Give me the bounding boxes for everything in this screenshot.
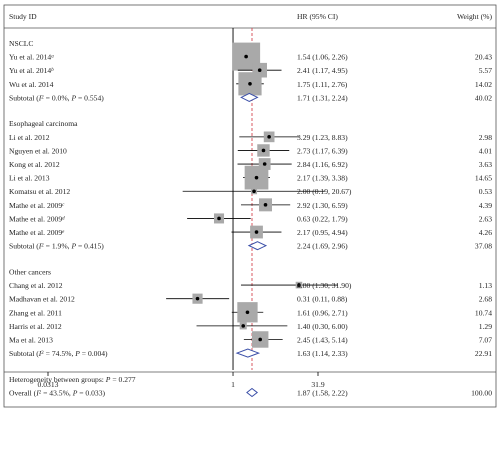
weight-value: 1.29 — [479, 322, 492, 331]
point-estimate — [258, 337, 262, 342]
weight-value: 2.63 — [479, 214, 492, 223]
point-estimate — [241, 324, 246, 328]
point-estimate — [263, 203, 268, 207]
axis-tick-label: 1 — [231, 380, 235, 389]
weight-value: 5.57 — [479, 66, 492, 75]
study-label: Mathe et al. 2009d — [9, 214, 65, 223]
column-header-study: Study ID — [9, 12, 37, 21]
hr-value: 1.61 (0.96, 2.71) — [297, 308, 348, 317]
weight-value: 14.65 — [475, 174, 492, 183]
study-label: Harris et al. 2012 — [9, 322, 62, 331]
hr-value: 2.84 (1.16, 6.92) — [297, 160, 348, 169]
hr-value: 8.80 (1.30, 31.90) — [297, 281, 352, 290]
study-label: Madhavan et al. 2012 — [9, 295, 75, 304]
study-label: Zhang et al. 2011 — [9, 308, 62, 317]
study-label: Yu et al. 2014a — [9, 53, 54, 62]
overall-label: Overall (I2 = 43.5%, P = 0.033) — [9, 389, 106, 398]
point-estimate — [267, 135, 271, 139]
hr-value: 2.45 (1.43, 5.14) — [297, 335, 348, 344]
study-label: Mathe et al. 2009c — [9, 201, 65, 210]
group-title: NSCLC — [9, 39, 33, 48]
weight-value: 4.26 — [479, 228, 492, 237]
group-title: Esophageal carcinoma — [9, 119, 78, 128]
subtotal-label: Subtotal (I2 = 74.5%, P = 0.004) — [9, 349, 108, 358]
overall-weight-value: 100.00 — [471, 389, 492, 398]
subtotal-diamond — [240, 92, 259, 102]
study-label: Yu et al. 2014b — [9, 66, 54, 75]
hr-value: 1.75 (1.11, 2.76) — [297, 80, 348, 89]
heterogeneity-text: Heterogeneity between groups: P = 0.277 — [9, 375, 136, 384]
hr-value: 2.41 (1.17, 4.95) — [297, 66, 348, 75]
hr-value: 0.31 (0.11, 0.88) — [297, 295, 348, 304]
weight-value: 3.63 — [479, 160, 492, 169]
hr-value: 1.54 (1.06, 2.26) — [297, 53, 348, 62]
axis-tick-label: 0.0313 — [38, 380, 59, 389]
point-estimate — [257, 68, 262, 72]
subtotal-weight-value: 40.02 — [475, 93, 492, 102]
point-estimate — [252, 189, 256, 194]
subtotal-diamond — [247, 241, 268, 251]
column-header-hr: HR (95% CI) — [297, 12, 338, 21]
point-estimate — [254, 230, 259, 234]
subtotal-hr-value: 1.71 (1.31, 2.24) — [297, 93, 348, 102]
axis-tick-label: 31.9 — [311, 380, 324, 389]
hr-value: 2.17 (0.95, 4.94) — [297, 228, 348, 237]
point-estimate — [244, 54, 248, 59]
column-header-weight: Weight (%) — [457, 12, 492, 21]
subtotal-label: Subtotal (I2 = 0.0%, P = 0.554) — [9, 93, 104, 102]
hr-value: 2.92 (1.30, 6.59) — [297, 201, 348, 210]
hr-value: 2.73 (1.17, 6.39) — [297, 146, 348, 155]
weight-value: 2.98 — [479, 133, 492, 142]
point-estimate — [297, 283, 301, 287]
study-label: Kong et al. 2012 — [9, 160, 60, 169]
group-title: Other cancers — [9, 267, 51, 276]
weight-value: 10.74 — [475, 308, 492, 317]
weight-value: 4.01 — [479, 146, 492, 155]
study-label: Mathe et al. 2009e — [9, 228, 65, 237]
weight-value: 7.07 — [479, 335, 492, 344]
subtotal-label: Subtotal (I2 = 1.9%, P = 0.415) — [9, 242, 104, 251]
point-estimate — [245, 310, 250, 315]
subtotal-hr-value: 2.24 (1.69, 2.96) — [297, 242, 348, 251]
hr-value: 0.63 (0.22, 1.79) — [297, 214, 348, 223]
point-estimate — [195, 296, 200, 301]
point-estimate — [248, 82, 252, 86]
point-estimate — [254, 175, 259, 180]
study-label: Komatsu et al. 2012 — [9, 187, 70, 196]
point-estimate — [261, 148, 266, 153]
plot-frame — [3, 4, 497, 408]
subtotal-weight-value: 22.91 — [475, 349, 492, 358]
weight-value: 14.02 — [475, 80, 492, 89]
study-label: Li et al. 2012 — [9, 133, 50, 142]
hr-value: 1.40 (0.30, 6.00) — [297, 322, 348, 331]
weight-value: 4.39 — [479, 201, 492, 210]
overall-diamond — [246, 387, 259, 398]
hr-value: 3.29 (1.23, 8.83) — [297, 133, 348, 142]
subtotal-hr-value: 1.63 (1.14, 2.33) — [297, 349, 348, 358]
study-label: Nguyen et al. 2010 — [9, 146, 67, 155]
overall-hr-value: 1.87 (1.58, 2.22) — [297, 389, 348, 398]
subtotal-weight-value: 37.08 — [475, 242, 492, 251]
study-label: Wu et al. 2014 — [9, 80, 54, 89]
study-label: Chang et al. 2012 — [9, 281, 63, 290]
subtotal-diamond — [235, 348, 261, 358]
weight-value: 2.68 — [479, 295, 492, 304]
hr-value: 2.17 (1.39, 3.38) — [297, 174, 348, 183]
study-label: Li et al. 2013 — [9, 174, 50, 183]
point-estimate — [217, 216, 221, 221]
weight-value: 0.53 — [479, 187, 492, 196]
study-label: Ma et al. 2013 — [9, 335, 53, 344]
weight-value: 1.13 — [479, 281, 492, 290]
hr-value: 2.00 (0.19, 20.67) — [297, 187, 352, 196]
weight-value: 20.43 — [475, 53, 492, 62]
point-estimate — [262, 162, 267, 166]
